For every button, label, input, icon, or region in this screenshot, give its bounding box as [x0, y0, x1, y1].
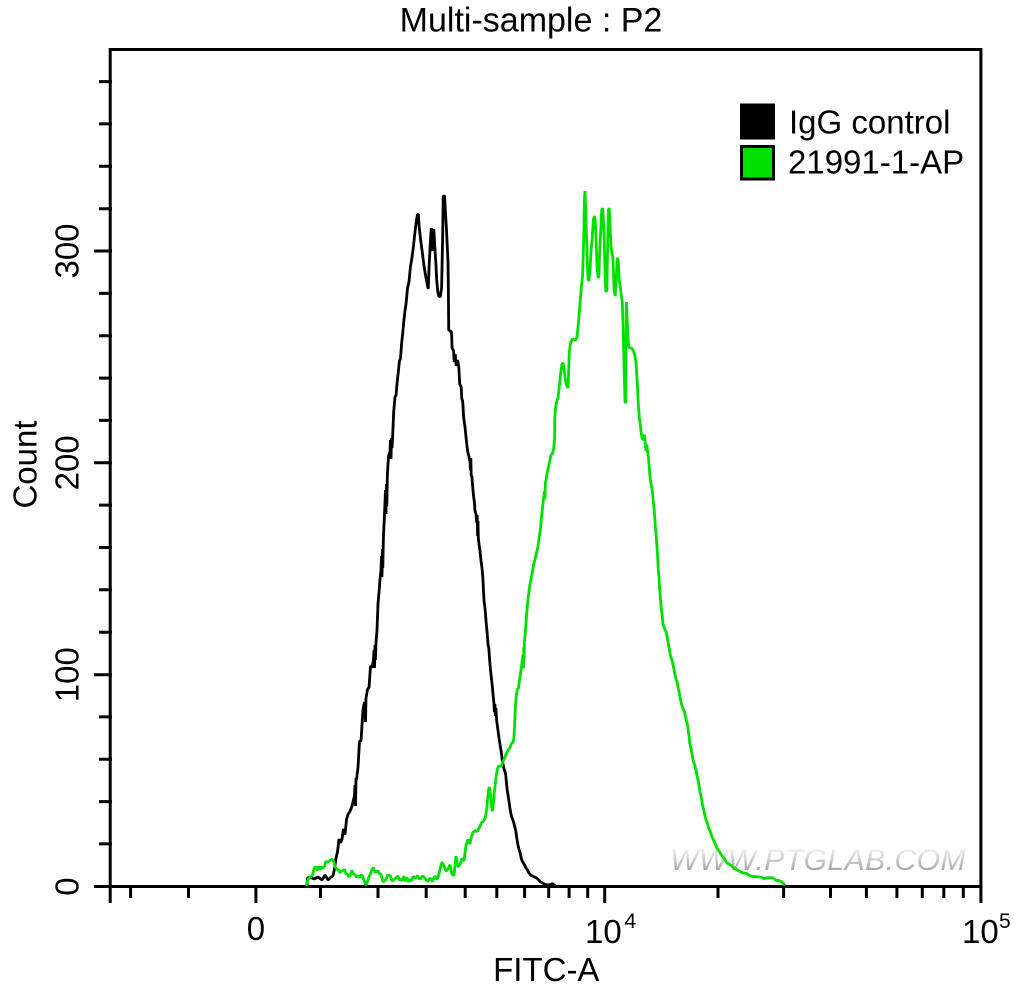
svg-text:Multi-sample : P2: Multi-sample : P2 [400, 2, 663, 40]
svg-text:0: 0 [247, 910, 265, 947]
svg-text:10: 10 [962, 913, 999, 950]
svg-text:300: 300 [49, 223, 86, 278]
svg-text:200: 200 [49, 435, 86, 490]
svg-text:Count: Count [7, 420, 44, 508]
svg-text:5: 5 [999, 910, 1011, 933]
svg-text:0: 0 [49, 877, 86, 895]
svg-text:WWW.PTGLAB.COM: WWW.PTGLAB.COM [670, 844, 966, 877]
svg-text:21991-1-AP: 21991-1-AP [788, 143, 964, 180]
svg-text:IgG control: IgG control [789, 103, 950, 140]
svg-text:4: 4 [625, 910, 637, 933]
svg-text:10: 10 [585, 913, 622, 950]
svg-text:FITC-A: FITC-A [493, 951, 599, 988]
svg-text:100: 100 [49, 647, 86, 702]
